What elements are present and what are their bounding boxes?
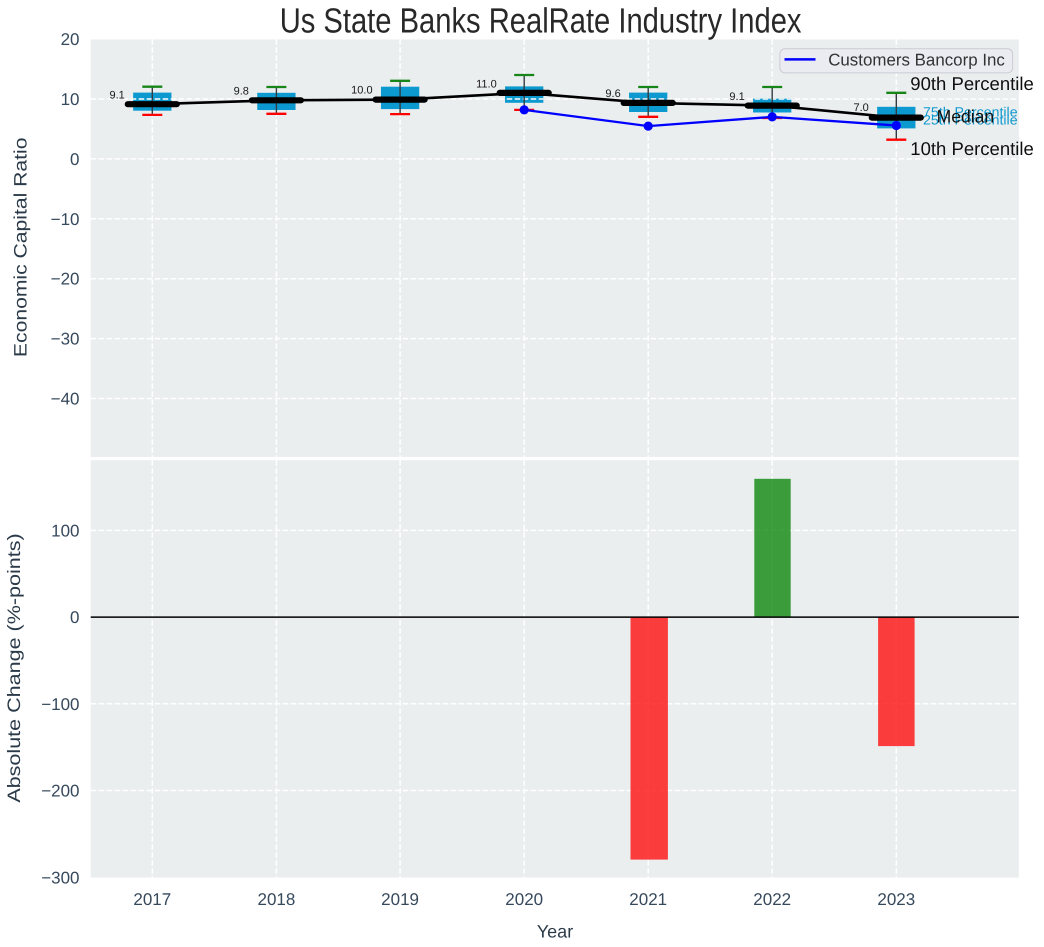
- svg-text:10.0: 10.0: [351, 85, 372, 97]
- svg-text:−40: −40: [51, 390, 80, 409]
- svg-text:100: 100: [51, 521, 79, 540]
- svg-text:9.6: 9.6: [605, 88, 620, 100]
- svg-text:2019: 2019: [381, 890, 419, 909]
- svg-text:2022: 2022: [753, 890, 791, 909]
- svg-text:7.0: 7.0: [854, 102, 869, 114]
- svg-text:−200: −200: [41, 782, 79, 801]
- svg-text:−30: −30: [51, 330, 80, 349]
- svg-text:Year: Year: [537, 922, 573, 942]
- svg-text:90th Percentile: 90th Percentile: [910, 73, 1034, 94]
- svg-text:2020: 2020: [505, 890, 543, 909]
- svg-text:2023: 2023: [877, 890, 915, 909]
- svg-text:25th Percentile: 25th Percentile: [923, 113, 1018, 128]
- svg-text:Us State Banks RealRate Indust: Us State Banks RealRate Industry Index: [280, 2, 802, 41]
- svg-text:2017: 2017: [133, 890, 171, 909]
- svg-text:10: 10: [61, 90, 80, 109]
- svg-text:0: 0: [70, 150, 79, 169]
- svg-text:9.8: 9.8: [234, 86, 249, 98]
- svg-text:Economic Capital Ratio: Economic Capital Ratio: [10, 137, 30, 357]
- svg-text:9.1: 9.1: [729, 91, 744, 103]
- svg-text:−20: −20: [51, 270, 80, 289]
- svg-text:−300: −300: [41, 869, 79, 888]
- svg-text:2021: 2021: [629, 890, 667, 909]
- svg-text:−10: −10: [51, 210, 80, 229]
- svg-text:11.0: 11.0: [476, 78, 497, 90]
- svg-text:Customers Bancorp Inc: Customers Bancorp Inc: [828, 51, 1005, 70]
- svg-text:10th Percentile: 10th Percentile: [910, 138, 1034, 159]
- svg-text:2018: 2018: [257, 890, 295, 909]
- svg-text:20: 20: [61, 30, 80, 49]
- svg-text:9.1: 9.1: [110, 89, 125, 101]
- svg-text:0: 0: [70, 608, 79, 627]
- svg-text:−100: −100: [41, 695, 79, 714]
- svg-text:Absolute Change (%-points): Absolute Change (%-points): [4, 533, 24, 802]
- svg-text:Median: Median: [937, 107, 995, 127]
- svg-text:75th Percentile: 75th Percentile: [923, 105, 1018, 120]
